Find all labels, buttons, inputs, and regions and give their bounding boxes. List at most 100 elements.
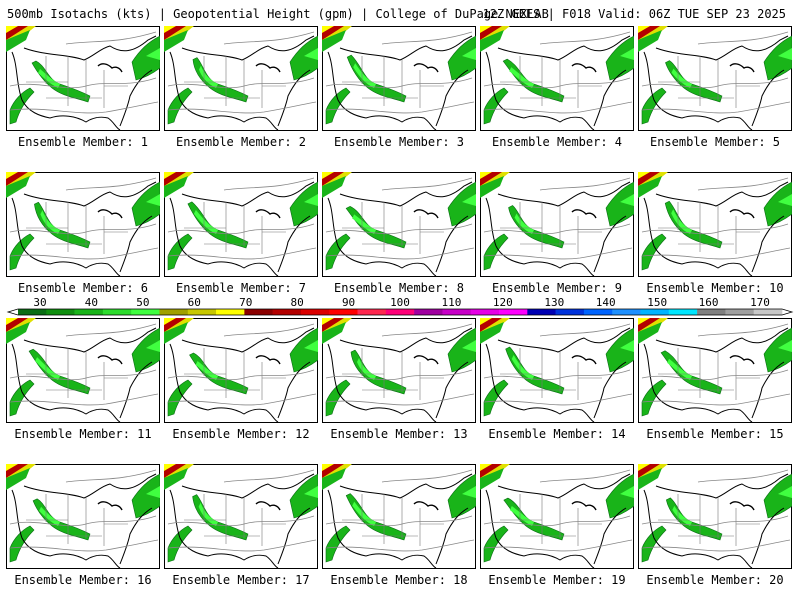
isotach-map (638, 464, 792, 569)
member-label: Ensemble Member: 19 (488, 573, 626, 587)
member-label: Ensemble Member: 20 (646, 573, 784, 587)
colorbar-tick-label: 60 (188, 296, 201, 309)
member-label: Ensemble Member: 16 (14, 573, 152, 587)
colorbar-swatch (499, 309, 528, 315)
isotach-map (164, 318, 318, 423)
colorbar-tick-label: 120 (493, 296, 513, 309)
isotach-map (638, 318, 792, 423)
isotach-map (322, 318, 476, 423)
member-label: Ensemble Member: 5 (649, 135, 781, 149)
isotach-map (638, 26, 792, 131)
colorbar-swatch (131, 309, 160, 315)
isotach-map (164, 26, 318, 131)
colorbar-swatch (470, 309, 500, 315)
colorbar-swatch (272, 309, 302, 315)
isotach-map (480, 172, 634, 277)
colorbar-tick-label: 160 (699, 296, 719, 309)
ensemble-panel: Ensemble Member: 3 (322, 26, 476, 160)
colorbar-swatch (414, 309, 443, 315)
ensemble-panel: Ensemble Member: 4 (480, 26, 634, 160)
member-label: Ensemble Member: 12 (172, 427, 310, 441)
member-label: Ensemble Member: 8 (333, 281, 465, 295)
colorbar-swatch (357, 309, 387, 315)
colorbar-swatch (753, 309, 783, 315)
colorbar-swatch (668, 309, 698, 315)
colorbar-tick-label: 30 (33, 296, 46, 309)
ensemble-panel: Ensemble Member: 15 (638, 318, 792, 452)
colorbar-swatch (187, 309, 217, 315)
colorbar-tick-label: 40 (85, 296, 98, 309)
colorbar-swatch (442, 309, 472, 315)
member-label: Ensemble Member: 15 (646, 427, 784, 441)
member-label: Ensemble Member: 4 (491, 135, 623, 149)
isotach-map (6, 26, 160, 131)
colorbar-swatch (159, 309, 189, 315)
colorbar-tick-label: 130 (544, 296, 564, 309)
ensemble-panel: Ensemble Member: 12 (164, 318, 318, 452)
isotach-map (322, 464, 476, 569)
ensemble-panel: Ensemble Member: 1 (6, 26, 160, 160)
colorbar-swatch (244, 309, 273, 315)
ensemble-panel: Ensemble Member: 18 (322, 464, 476, 598)
colorbar-swatch (385, 309, 415, 315)
member-label: Ensemble Member: 9 (491, 281, 623, 295)
member-label: Ensemble Member: 7 (175, 281, 307, 295)
colorbar-tick-label: 110 (441, 296, 461, 309)
member-label: Ensemble Member: 17 (172, 573, 310, 587)
member-label: Ensemble Member: 14 (488, 427, 626, 441)
member-label: Ensemble Member: 11 (14, 427, 152, 441)
isotach-map (322, 26, 476, 131)
valid-time: 12Z GEFS | F018 Valid: 06Z TUE SEP 23 20… (482, 7, 786, 21)
member-label: Ensemble Member: 6 (17, 281, 149, 295)
product-title: 500mb Isotachs (kts) | Geopotential Heig… (7, 7, 549, 21)
ensemble-panel: Ensemble Member: 10 (638, 172, 792, 306)
member-label: Ensemble Member: 13 (330, 427, 468, 441)
isotach-map (6, 464, 160, 569)
header-bar: 500mb Isotachs (kts) | Geopotential Heig… (0, 0, 800, 26)
colorbar-tick-label: 80 (291, 296, 304, 309)
colorbar-swatch (725, 309, 755, 315)
colorbar-swatch (74, 309, 104, 315)
isotach-colorbar: 30 40 50 60 70 80 90 100 110 120 130 140 150 160 170 (6, 296, 794, 316)
member-label: Ensemble Member: 1 (17, 135, 149, 149)
ensemble-panel: Ensemble Member: 11 (6, 318, 160, 452)
isotach-map (322, 172, 476, 277)
ensemble-panel: Ensemble Member: 16 (6, 464, 160, 598)
colorbar-swatch (555, 309, 585, 315)
colorbar-tick-label: 70 (239, 296, 252, 309)
isotach-map (480, 26, 634, 131)
ensemble-panel: Ensemble Member: 8 (322, 172, 476, 306)
colorbar-swatch (46, 309, 75, 315)
ensemble-panel: Ensemble Member: 13 (322, 318, 476, 452)
isotach-map (480, 318, 634, 423)
colorbar-swatch (216, 309, 245, 315)
member-label: Ensemble Member: 10 (646, 281, 784, 295)
member-label: Ensemble Member: 3 (333, 135, 465, 149)
colorbar-swatch (300, 309, 330, 315)
colorbar-tick-label: 90 (342, 296, 355, 309)
isotach-map (6, 172, 160, 277)
ensemble-panel: Ensemble Member: 20 (638, 464, 792, 598)
colorbar-outline (6, 308, 794, 316)
ensemble-panel: Ensemble Member: 19 (480, 464, 634, 598)
colorbar-swatch (329, 309, 358, 315)
colorbar-swatch (527, 309, 556, 315)
ensemble-panel: Ensemble Member: 9 (480, 172, 634, 306)
colorbar-tick-label: 140 (596, 296, 616, 309)
ensemble-panel: Ensemble Member: 6 (6, 172, 160, 306)
member-label: Ensemble Member: 18 (330, 573, 468, 587)
colorbar-tick-label: 150 (647, 296, 667, 309)
isotach-map (164, 464, 318, 569)
ensemble-panel: Ensemble Member: 17 (164, 464, 318, 598)
colorbar-swatch (697, 309, 726, 315)
isotach-map (638, 172, 792, 277)
colorbar-swatch (583, 309, 613, 315)
colorbar-swatch (640, 309, 670, 315)
colorbar-swatch (18, 309, 47, 315)
isotach-map (164, 172, 318, 277)
ensemble-panel: Ensemble Member: 14 (480, 318, 634, 452)
colorbar-tick-label: 100 (390, 296, 410, 309)
ensemble-panel: Ensemble Member: 7 (164, 172, 318, 306)
colorbar-swatch (102, 309, 132, 315)
colorbar-tick-label: 50 (136, 296, 149, 309)
